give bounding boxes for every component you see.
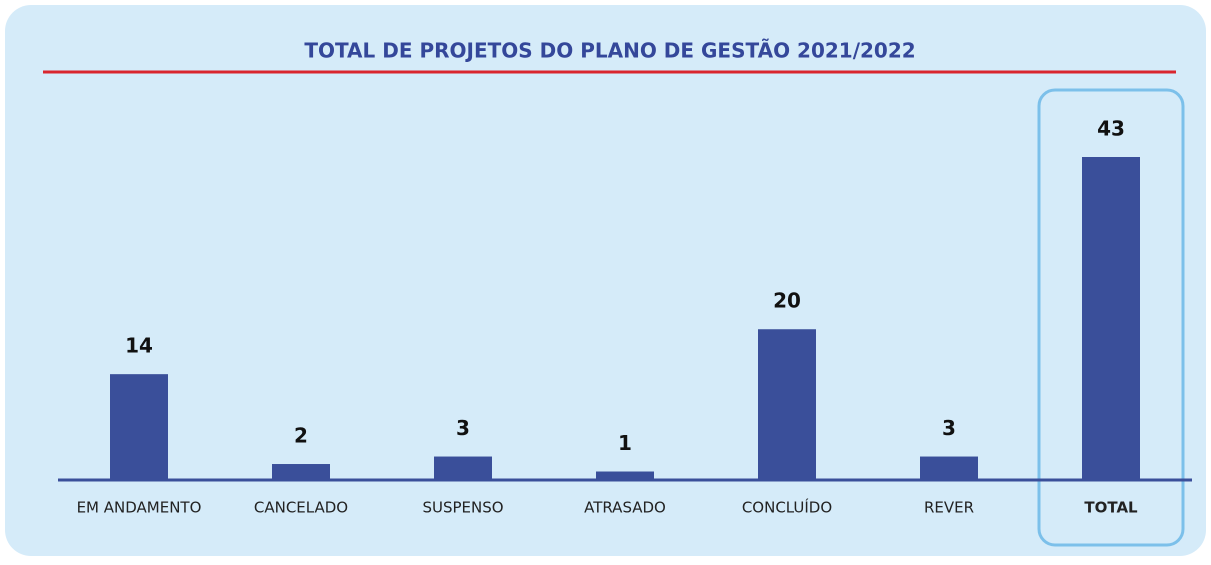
x-tick-label: CONCLUÍDO — [742, 498, 832, 517]
chart-title: TOTAL DE PROJETOS DO PLANO DE GESTÃO 202… — [304, 39, 915, 63]
value-label: 20 — [773, 289, 801, 313]
value-label: 3 — [942, 416, 956, 440]
value-label: 2 — [294, 424, 308, 448]
bar — [272, 464, 330, 479]
x-tick-label: CANCELADO — [254, 499, 348, 517]
bar — [920, 456, 978, 479]
bar — [110, 374, 168, 479]
panel — [5, 5, 1206, 556]
value-label: 1 — [618, 431, 632, 455]
x-tick-label: TOTAL — [1084, 499, 1138, 517]
bar — [596, 471, 654, 479]
bar — [1082, 157, 1140, 479]
bar — [434, 456, 492, 479]
x-tick-label: EM ANDAMENTO — [77, 499, 202, 517]
x-tick-label: REVER — [924, 499, 974, 517]
value-label: 14 — [125, 334, 153, 358]
x-tick-label: ATRASADO — [584, 499, 666, 517]
bar — [758, 329, 816, 479]
highlight-box — [1037, 88, 1185, 547]
x-tick-label: SUSPENSO — [422, 499, 503, 517]
value-label: 43 — [1097, 117, 1125, 141]
value-label: 3 — [456, 416, 470, 440]
